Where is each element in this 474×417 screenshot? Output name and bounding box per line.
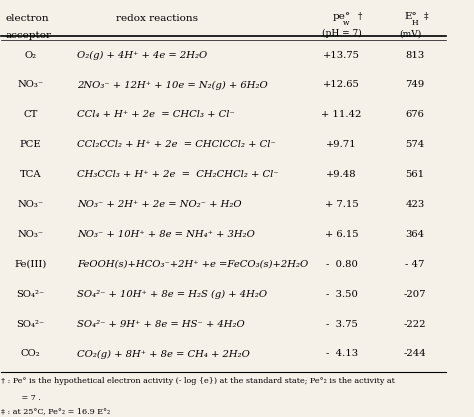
Text: CCl₄ + H⁺ + 2e  = CHCl₃ + Cl⁻: CCl₄ + H⁺ + 2e = CHCl₃ + Cl⁻ xyxy=(77,111,235,119)
Text: electron: electron xyxy=(6,14,49,23)
Text: +12.65: +12.65 xyxy=(323,80,360,89)
Text: +13.75: +13.75 xyxy=(323,50,360,60)
Text: H: H xyxy=(411,19,418,27)
Text: 676: 676 xyxy=(406,111,424,119)
Text: acceptor: acceptor xyxy=(6,31,52,40)
Text: + 6.15: + 6.15 xyxy=(325,230,358,239)
Text: (mV): (mV) xyxy=(400,29,422,38)
Text: +9.71: +9.71 xyxy=(326,140,357,149)
Text: pe°: pe° xyxy=(333,12,351,20)
Text: redox reactions: redox reactions xyxy=(116,14,198,23)
Text: -222: -222 xyxy=(404,319,426,329)
Text: CO₂(g) + 8H⁺ + 8e = CH₄ + 2H₂O: CO₂(g) + 8H⁺ + 8e = CH₄ + 2H₂O xyxy=(77,349,250,359)
Text: 813: 813 xyxy=(405,50,425,60)
Text: SO₄²⁻ + 9H⁺ + 8e = HS⁻ + 4H₂O: SO₄²⁻ + 9H⁺ + 8e = HS⁻ + 4H₂O xyxy=(77,319,245,329)
Text: 561: 561 xyxy=(405,170,425,179)
Text: -  3.50: - 3.50 xyxy=(326,290,357,299)
Text: +9.48: +9.48 xyxy=(326,170,357,179)
Text: -  0.80: - 0.80 xyxy=(326,260,357,269)
Text: O₂: O₂ xyxy=(24,50,36,60)
Text: CCl₂CCl₂ + H⁺ + 2e  = CHClCCl₂ + Cl⁻: CCl₂CCl₂ + H⁺ + 2e = CHClCCl₂ + Cl⁻ xyxy=(77,140,276,149)
Text: NO₃⁻ + 10H⁺ + 8e = NH₄⁺ + 3H₂O: NO₃⁻ + 10H⁺ + 8e = NH₄⁺ + 3H₂O xyxy=(77,230,255,239)
Text: - 47: - 47 xyxy=(405,260,425,269)
Text: FeOOH(s)+HCO₃⁻+2H⁺ +e =FeCO₃(s)+2H₂O: FeOOH(s)+HCO₃⁻+2H⁺ +e =FeCO₃(s)+2H₂O xyxy=(77,260,308,269)
Text: ‡: ‡ xyxy=(424,12,428,20)
Text: -207: -207 xyxy=(404,290,426,299)
Text: CO₂: CO₂ xyxy=(20,349,40,358)
Text: SO₄²⁻: SO₄²⁻ xyxy=(16,290,45,299)
Text: CT: CT xyxy=(23,111,37,119)
Text: CH₃CCl₃ + H⁺ + 2e  =  CH₂CHCl₂ + Cl⁻: CH₃CCl₃ + H⁺ + 2e = CH₂CHCl₂ + Cl⁻ xyxy=(77,170,279,179)
Text: † : Pe° is the hypothetical electron activity (- log {e}) at the standard state;: † : Pe° is the hypothetical electron act… xyxy=(1,377,395,385)
Text: O₂(g) + 4H⁺ + 4e = 2H₂O: O₂(g) + 4H⁺ + 4e = 2H₂O xyxy=(77,50,207,60)
Text: ‡ : at 25°C, Pe°₂ = 16.9 E°₂: ‡ : at 25°C, Pe°₂ = 16.9 E°₂ xyxy=(1,407,110,415)
Text: Fe(III): Fe(III) xyxy=(14,260,46,269)
Text: SO₄²⁻ + 10H⁺ + 8e = H₂S (g) + 4H₂O: SO₄²⁻ + 10H⁺ + 8e = H₂S (g) + 4H₂O xyxy=(77,290,267,299)
Text: = 7 .: = 7 . xyxy=(19,394,41,402)
Text: PCE: PCE xyxy=(19,140,41,149)
Text: (pH = 7): (pH = 7) xyxy=(322,29,362,38)
Text: + 11.42: + 11.42 xyxy=(321,111,362,119)
Text: E°: E° xyxy=(404,12,417,20)
Text: -244: -244 xyxy=(403,349,426,358)
Text: 364: 364 xyxy=(405,230,425,239)
Text: †: † xyxy=(358,12,363,20)
Text: TCA: TCA xyxy=(19,170,41,179)
Text: NO₃⁻: NO₃⁻ xyxy=(17,230,43,239)
Text: 574: 574 xyxy=(405,140,425,149)
Text: w: w xyxy=(343,19,349,27)
Text: NO₃⁻: NO₃⁻ xyxy=(17,200,43,209)
Text: NO₃⁻: NO₃⁻ xyxy=(17,80,43,89)
Text: 423: 423 xyxy=(405,200,425,209)
Text: -  4.13: - 4.13 xyxy=(326,349,358,358)
Text: + 7.15: + 7.15 xyxy=(325,200,358,209)
Text: 2NO₃⁻ + 12H⁺ + 10e = N₂(g) + 6H₂O: 2NO₃⁻ + 12H⁺ + 10e = N₂(g) + 6H₂O xyxy=(77,80,268,90)
Text: -  3.75: - 3.75 xyxy=(326,319,357,329)
Text: SO₄²⁻: SO₄²⁻ xyxy=(16,319,45,329)
Text: 749: 749 xyxy=(405,80,425,89)
Text: NO₃⁻ + 2H⁺ + 2e = NO₂⁻ + H₂O: NO₃⁻ + 2H⁺ + 2e = NO₂⁻ + H₂O xyxy=(77,200,242,209)
